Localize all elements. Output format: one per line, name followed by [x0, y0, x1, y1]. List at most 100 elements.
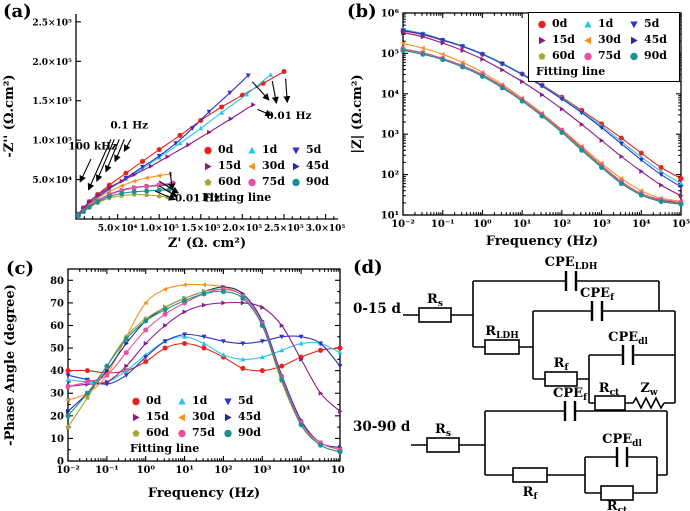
legend-marker-45d-icon [293, 162, 300, 170]
legend-fitting-line-label: Fitting line [130, 442, 200, 455]
svg-text:100 kHz: 100 kHz [68, 141, 117, 153]
legend-fitting-line-label: Fitting line [536, 65, 606, 78]
label-r-ct-1: Rct [599, 381, 620, 398]
y-axis-label: |Z| (Ω.cm²) [350, 74, 365, 153]
resistor-r-ldh [484, 339, 520, 355]
legend-marker-45d-icon [225, 413, 232, 421]
legend-label-75d: 75d [192, 426, 215, 439]
circuit-30-90d: 30-90 d Rs CPEf Rf CPEdl Rct [353, 386, 668, 511]
legend-label-30d: 30d [598, 33, 621, 46]
equivalent-circuits: 0-15 d Rs CPELDH [353, 255, 676, 511]
label-cpe-f-1: CPEf [580, 286, 615, 303]
annotation-100-khz: 100 kHz [68, 141, 117, 183]
label-cpe-f-2: CPEf [553, 386, 588, 403]
legend-item-5d: 5d [290, 142, 332, 157]
circuit-0-15d: 0-15 d Rs CPELDH [353, 255, 676, 411]
legend-item-0d: 0d [536, 16, 580, 31]
legend-label-45d: 45d [644, 33, 667, 46]
svg-text:1.0×10⁵: 1.0×10⁵ [32, 137, 72, 147]
label-r-f-1: Rf [554, 356, 570, 373]
svg-text:10³: 10³ [253, 465, 271, 476]
legend-marker-5d-icon [292, 147, 300, 154]
legend-label-0d: 0d [146, 394, 162, 407]
svg-text:70: 70 [50, 298, 64, 309]
svg-text:10⁵: 10⁵ [381, 49, 399, 60]
legend-item-45d: 45d [290, 158, 332, 173]
svg-text:10³: 10³ [381, 130, 399, 141]
svg-text:10⁻¹: 10⁻¹ [431, 219, 455, 230]
legend-item-15d: 15d [536, 32, 580, 47]
svg-text:0.01 Hz: 0.01 Hz [175, 193, 220, 205]
legend-item-30d: 30d [582, 32, 626, 47]
svg-text:40: 40 [50, 366, 64, 377]
series-15d [401, 30, 684, 199]
legend-item-5d: 5d [628, 16, 672, 31]
legend-marker-15d-icon [539, 36, 546, 44]
resistor-rs-2 [426, 437, 460, 453]
axis-labels: Frequency (Hz) -Phase Angle (degree) [3, 284, 260, 501]
legend-label-1d: 1d [598, 17, 614, 30]
svg-text:10⁴: 10⁴ [381, 89, 400, 100]
legend-marker-0d-icon [204, 146, 212, 154]
svg-text:10⁶: 10⁶ [381, 9, 400, 20]
warburg-element [632, 396, 665, 410]
resistor-r-ct-1 [594, 395, 626, 411]
circuit-1-wires [403, 280, 676, 404]
legend-item-1d: 1d [246, 142, 288, 157]
panel-a: (a) 5.0×10⁴ 1.0×10⁵ 1.5×10⁵ 2.0×10⁵ 2.5×10⁵ 3… [0, 0, 345, 253]
legend-marker-0d-icon [132, 397, 140, 405]
series-30d-fit-line [78, 173, 171, 216]
legend-item-0d: 0d [202, 142, 244, 157]
legend-label-30d: 30d [262, 159, 285, 172]
svg-text:10²: 10² [553, 219, 571, 230]
legend-marker-5d-icon [630, 21, 638, 28]
legend-marker-1d-icon [584, 20, 592, 27]
x-axis-label: Frequency (Hz) [148, 486, 260, 501]
legend-marker-1d-icon [248, 146, 256, 153]
legend-label-1d: 1d [192, 394, 208, 407]
legend-label-45d: 45d [306, 159, 329, 172]
legend-item-15d: 15d [202, 158, 244, 173]
legend-label-15d: 15d [218, 159, 241, 172]
legend-label-90d: 90d [306, 175, 329, 188]
legend-item-0d: 0d [130, 393, 174, 408]
tick-labels: 10⁻² 10⁻¹ 10⁰ 10¹ 10² 10³ 10⁴ 10⁵ 10¹ 10² 10³ 10⁴ 10… [381, 9, 690, 231]
svg-text:0.1 Hz: 0.1 Hz [110, 119, 148, 131]
x-axis-label: Z' (Ω. cm²) [168, 236, 246, 251]
label-cpe-dl-1: CPEdl [608, 330, 648, 347]
legend-label-1d: 1d [262, 143, 278, 156]
legend-item-45d: 45d [628, 32, 672, 47]
svg-text:0: 0 [57, 457, 64, 468]
capacitor-cpe-f-2 [563, 401, 577, 421]
legend-marker-0d-icon [538, 20, 546, 28]
capacitor-cpe-ldh [564, 271, 578, 291]
svg-text:0.01 Hz: 0.01 Hz [266, 110, 311, 122]
label-cpe-dl-2: CPEdl [602, 432, 642, 449]
series-5d [400, 28, 684, 190]
legend-item-60d: 60d [536, 48, 580, 63]
resistor-r-f-2 [512, 467, 548, 483]
annotation-0-01-hz: 0.01 Hz [251, 78, 312, 122]
series-90d-fit-line [78, 189, 170, 216]
series-0d-points [65, 341, 343, 376]
legend-label-0d: 0d [552, 17, 568, 30]
legend-label-5d: 5d [306, 143, 322, 156]
legend-label-75d: 75d [598, 49, 621, 62]
legend-label-90d: 90d [238, 426, 261, 439]
svg-text:2.0×10⁵: 2.0×10⁵ [223, 224, 263, 234]
y-axis-label: -Z'' (Ω.cm²) [2, 74, 17, 157]
legend-label-15d: 15d [146, 410, 169, 423]
panel-b: (b) 10⁻² 10⁻¹ 10⁰ 10¹ 10² 10³ 10⁴ 10⁵ 10¹ 10² 10³ 1… [345, 0, 690, 253]
legend-label-45d: 45d [238, 410, 261, 423]
legend-label-30d: 30d [192, 410, 215, 423]
axis-labels: Frequency (Hz) |Z| (Ω.cm²) [350, 74, 598, 249]
series-90d-points [75, 187, 172, 218]
series-30d [76, 171, 172, 218]
series-1d [65, 334, 343, 384]
legend-item-90d: 90d [290, 174, 332, 189]
legend-label-5d: 5d [238, 394, 254, 407]
svg-text:10⁵: 10⁵ [331, 465, 345, 476]
legend-item-75d: 75d [246, 174, 288, 189]
legend-marker-90d-icon [292, 178, 300, 186]
